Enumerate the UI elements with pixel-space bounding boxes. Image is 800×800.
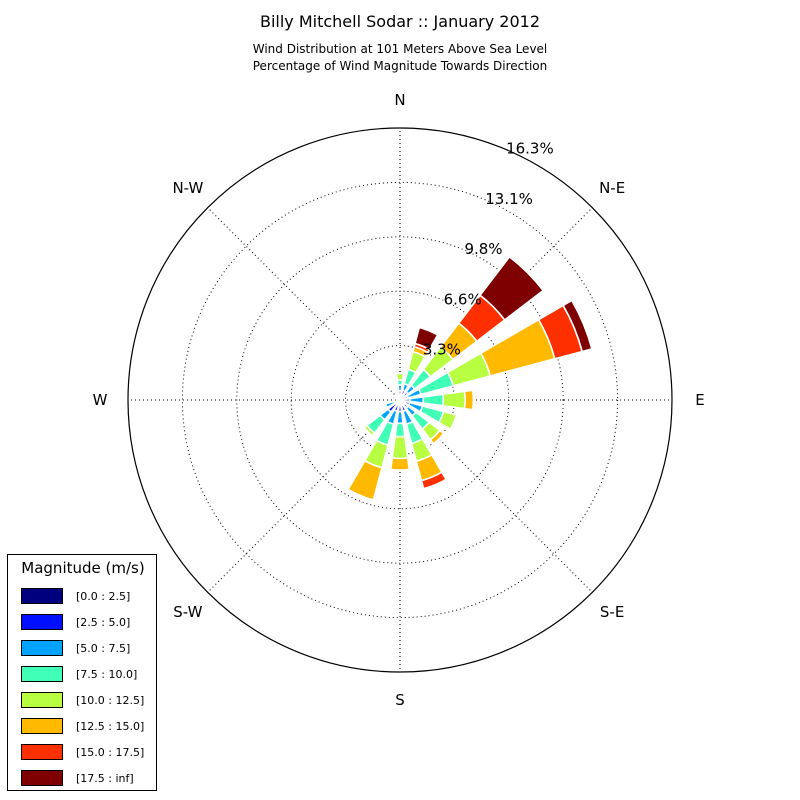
wedge-dir-90-bin-5: [463, 389, 475, 411]
direction-label-w: W: [93, 391, 108, 409]
radial-gridline: [181, 181, 619, 619]
legend-swatch: [21, 640, 63, 656]
wedge-dir-135-bin-6: [432, 432, 446, 446]
radial-tick-label: 13.1%: [485, 190, 533, 208]
wedge-dir-337.5-bin-1: [398, 397, 401, 401]
legend-swatch: [21, 770, 63, 786]
legend-swatch: [21, 588, 63, 604]
wedge-dir-315-bin-2: [394, 394, 399, 399]
wedge-dir-0-bin-2: [397, 384, 403, 392]
wedge-dir-0-bin-4: [395, 372, 405, 382]
wedge-dir-45-bin-7: [478, 255, 545, 322]
legend-swatch: [21, 718, 63, 734]
legend: Magnitude (m/s) [0.0 : 2.5] [2.5 : 5.0] …: [7, 554, 157, 791]
radial-tick-label: 16.3%: [506, 140, 554, 158]
legend-label: [12.5 : 15.0]: [76, 720, 145, 733]
angular-gridline: [207, 399, 401, 593]
wedge-dir-90-bin-3: [422, 393, 445, 407]
radial-gridline: [236, 236, 564, 564]
wedge-dir-202.5-bin-6: [346, 488, 375, 503]
subtitle-line-1: Wind Distribution at 101 Meters Above Se…: [252, 42, 548, 56]
wedge-dir-180-bin-2: [396, 410, 404, 425]
wedge-dir-90-bin-7: [472, 389, 476, 411]
direction-label-s: S: [395, 691, 405, 709]
chart-subtitle: Wind Distribution at 101 Meters Above Se…: [0, 41, 800, 75]
subtitle-line-2: Percentage of Wind Magnitude Towards Dir…: [252, 59, 548, 73]
radial-tick-label: 9.8%: [464, 240, 502, 258]
wedge-dir-180-bin-4: [391, 435, 409, 460]
radial-tick-label: 3.3%: [423, 341, 461, 359]
radial-tick-label: 6.6%: [444, 290, 482, 308]
direction-label-n-w: N-W: [172, 179, 203, 197]
angular-gridline: [207, 207, 401, 401]
wedge-dir-112.5-bin-6: [450, 414, 460, 432]
wedge-dir-157.5-bin-6: [420, 471, 448, 490]
wedge-dir-180-bin-3: [394, 422, 406, 438]
legend-label: [0.0 : 2.5]: [76, 590, 131, 603]
legend-swatch: [21, 614, 63, 630]
legend-swatch: [21, 666, 63, 682]
direction-label-n: N: [394, 91, 405, 109]
legend-label: [10.0 : 12.5]: [76, 694, 145, 707]
legend-label: [5.0 : 7.5]: [76, 642, 131, 655]
wedge-dir-90-bin-4: [442, 390, 466, 410]
angular-gridline: [399, 399, 593, 593]
direction-label-s-w: S-W: [173, 603, 202, 621]
wedge-dir-247.5-bin-3: [382, 402, 389, 410]
wedge-dir-225-bin-4: [363, 424, 376, 437]
wedge-dir-67.5-bin-7: [562, 299, 593, 353]
legend-swatch: [21, 744, 63, 760]
wedge-dir-90-bin-2: [409, 396, 425, 404]
wedge-dir-292.5-bin-4: [389, 393, 394, 399]
legend-label: [17.5 : inf]: [76, 772, 134, 785]
legend-swatch: [21, 692, 63, 708]
legend-label: [15.0 : 17.5]: [76, 746, 145, 759]
legend-title: Magnitude (m/s): [21, 559, 145, 577]
wedge-dir-22.5-bin-7: [414, 326, 439, 351]
polar-frame: [127, 127, 673, 673]
direction-label-s-e: S-E: [600, 603, 624, 621]
legend-label: [2.5 : 5.0]: [76, 616, 131, 629]
wedge-dir-180-bin-5: [389, 456, 411, 471]
direction-label-e: E: [695, 391, 704, 409]
chart-title: Billy Mitchell Sodar :: January 2012: [259, 12, 541, 31]
legend-label: [7.5 : 10.0]: [76, 668, 138, 681]
direction-label-n-e: N-E: [599, 179, 625, 197]
